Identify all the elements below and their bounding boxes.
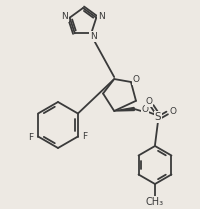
Text: N: N: [61, 12, 68, 21]
Text: N: N: [90, 32, 97, 41]
Text: N: N: [98, 12, 105, 21]
Text: O: O: [142, 106, 149, 115]
Text: O: O: [170, 107, 177, 116]
Text: CH₃: CH₃: [146, 197, 164, 207]
Text: O: O: [146, 97, 153, 106]
Polygon shape: [114, 107, 134, 111]
Text: F: F: [29, 133, 34, 142]
Text: F: F: [82, 132, 87, 141]
Text: O: O: [132, 75, 139, 84]
Text: S: S: [155, 112, 161, 122]
